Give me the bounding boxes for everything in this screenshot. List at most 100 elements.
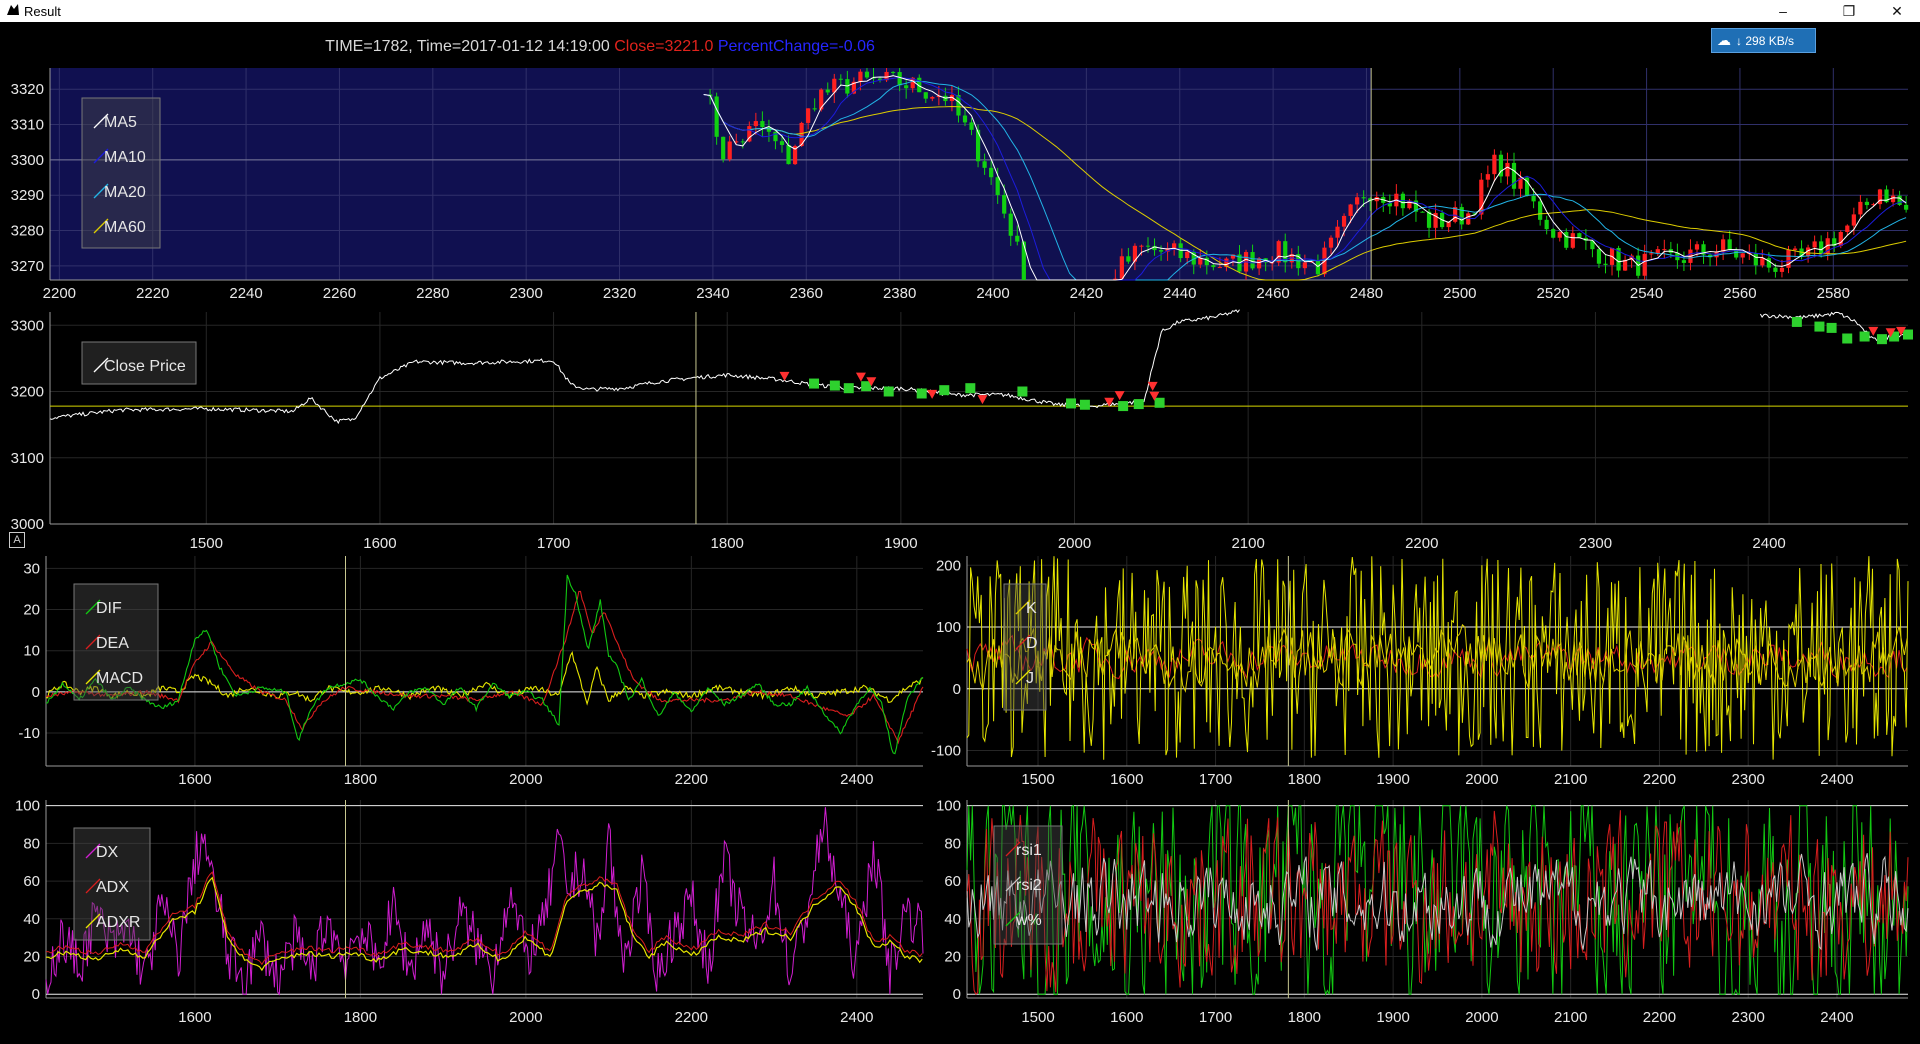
candle-body — [1361, 197, 1366, 199]
buy-signal-marker — [829, 380, 840, 391]
candle-body — [1158, 250, 1164, 252]
y-tick-label: 20 — [23, 602, 40, 619]
y-tick-label: 100 — [15, 798, 40, 815]
x-tick-label: 2500 — [1443, 285, 1476, 302]
legend-label-w: w% — [1015, 912, 1042, 929]
sell-signal-marker — [779, 371, 790, 381]
candle-body — [1217, 267, 1222, 269]
candle-body — [1629, 255, 1634, 260]
candle-body — [1315, 261, 1321, 275]
candle-body — [1126, 256, 1131, 262]
sell-signal-marker — [1149, 391, 1160, 401]
sell-signal-marker — [1104, 397, 1115, 407]
close-price-panel[interactable]: 1500 1600 1700 1800 1900 2000 2100 2200 2300 2400… — [0, 308, 1920, 558]
legend-label-closeprice: Close Price — [104, 358, 186, 375]
candle-body — [969, 122, 974, 130]
x-tick-label: 2200 — [1643, 1009, 1676, 1026]
buy-signal-marker — [1814, 321, 1825, 332]
candle-body — [740, 141, 745, 143]
kdj-panel[interactable]: 1500 1600 1700 1800 1900 2000 2100 2200 2300 2400… — [0, 552, 1920, 788]
restore-button[interactable]: ❐ — [1842, 3, 1856, 19]
legend-swatch — [93, 148, 109, 164]
candlestick-panel[interactable]: 2200 2220 2240 2260 2280 2300 2320 2340 2360 2380… — [0, 68, 1920, 302]
x-tick-label: 2300 — [1579, 535, 1612, 552]
x-tick-label: 1800 — [344, 1009, 377, 1026]
legend-swatch — [1005, 911, 1021, 927]
sell-signal-marker — [1885, 328, 1896, 338]
rsi-panel[interactable]: 1500 1600 1700 1800 1900 2000 2100 2200 2300 2400… — [0, 796, 1920, 1032]
candle-body — [1368, 198, 1373, 202]
legend-label-rsi2: rsi2 — [1016, 877, 1042, 894]
candle-body — [1152, 245, 1157, 251]
candle-body — [930, 97, 935, 99]
y-tick-label: 0 — [953, 681, 961, 698]
candle-body — [1505, 162, 1510, 177]
network-speed-badge[interactable]: ☁ ↓ 298 KB/s — [1711, 28, 1816, 53]
candle-body — [995, 177, 1000, 195]
x-tick-label: 2540 — [1630, 285, 1663, 302]
network-speed: 298 KB/s — [1745, 34, 1795, 48]
candle-body — [1721, 239, 1726, 252]
candle-body — [962, 115, 968, 123]
legend-label-rsi1: rsi1 — [1016, 842, 1042, 859]
series-line-ma60 — [703, 94, 1907, 281]
autoscale-a-button[interactable]: A — [9, 532, 25, 548]
candle-body — [1511, 162, 1517, 189]
candle-body — [1871, 204, 1876, 206]
x-tick-label: 2400 — [976, 285, 1009, 302]
candle-body — [825, 89, 830, 93]
x-tick-label: 2280 — [416, 285, 449, 302]
window-title: Result — [24, 4, 61, 19]
buy-signal-marker — [1826, 322, 1837, 333]
candle-body — [727, 141, 732, 160]
series-line-rsi1 — [966, 810, 1909, 996]
close-button[interactable]: ✕ — [1891, 3, 1903, 19]
candle-body — [1544, 219, 1549, 230]
candle-body — [1015, 235, 1020, 242]
x-tick-label: 2580 — [1817, 285, 1850, 302]
legend-swatch — [1015, 669, 1031, 685]
x-tick-label: 1900 — [1376, 1009, 1409, 1026]
candle-body — [1459, 207, 1464, 225]
candle-body — [1008, 213, 1013, 236]
candle-body — [1433, 212, 1438, 228]
dmi-panel[interactable]: 1600 1800 2000 2200 2400 0 20 40 60 80 100 DX ADX ADX… — [0, 796, 1920, 1032]
x-tick-label: 2000 — [509, 1009, 542, 1026]
x-tick-label: 2400 — [1820, 1009, 1853, 1026]
candle-body — [1348, 204, 1353, 216]
x-tick-label: 2260 — [323, 285, 356, 302]
x-tick-label: 2560 — [1723, 285, 1756, 302]
candle-body — [1838, 232, 1843, 246]
candle-body — [1773, 267, 1778, 272]
x-tick-label: 1800 — [1288, 771, 1321, 788]
candle-body — [1276, 241, 1281, 263]
x-tick-label: 2200 — [43, 285, 76, 302]
series-line-macd — [45, 650, 924, 706]
candle-body — [1524, 177, 1530, 196]
x-tick-label: 2440 — [1163, 285, 1196, 302]
candle-body — [917, 77, 922, 93]
candle-body — [1538, 201, 1543, 220]
x-tick-label: 1600 — [1110, 771, 1143, 788]
candle-body — [1583, 237, 1588, 241]
series-line-d — [966, 634, 1908, 681]
candle-body — [1707, 254, 1713, 258]
legend-label-k: K — [1026, 600, 1037, 617]
legend-label-d: D — [1026, 635, 1038, 652]
buy-signal-marker — [1791, 316, 1802, 327]
candle-body — [1701, 244, 1706, 255]
candle-body — [858, 71, 863, 82]
candle-body — [1877, 189, 1883, 205]
x-tick-label: 1500 — [190, 535, 223, 552]
candle-body — [1603, 263, 1608, 265]
legend-box — [81, 97, 161, 249]
minimize-button[interactable]: – — [1779, 3, 1787, 19]
x-tick-label: 1800 — [344, 771, 377, 788]
candle-body — [1021, 241, 1026, 280]
candle-body — [1577, 233, 1582, 238]
legend-swatch — [1005, 841, 1021, 857]
candle-body — [1172, 243, 1177, 249]
candle-body — [714, 96, 719, 137]
legend-label-ma10: MA10 — [104, 149, 146, 166]
